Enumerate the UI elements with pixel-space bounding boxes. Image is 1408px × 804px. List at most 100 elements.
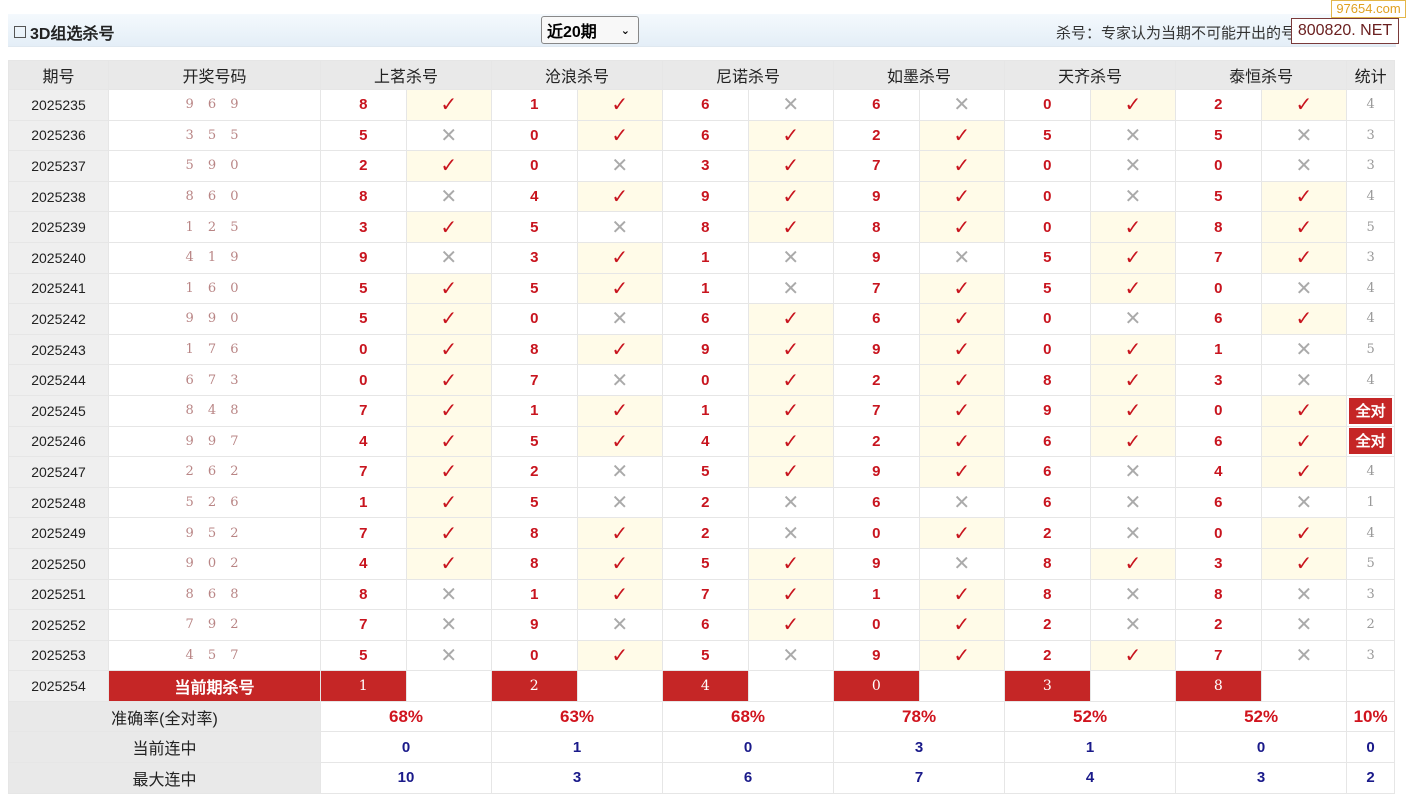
table-row: 2025251 8 6 8 8 ✕ 1 ✓ 7 ✓ 1 ✓ 8 ✕ 8 ✕ 3	[8, 578, 1396, 611]
max-streak-row: 最大连中 10 3 6 7 4 3 2	[8, 762, 1396, 794]
check-icon: ✓	[576, 180, 664, 213]
kill-number-cell: 2	[1004, 609, 1091, 641]
footer-value: 1	[1004, 731, 1177, 764]
draw-number-cell: 8 6 8	[108, 578, 321, 611]
kill-number-cell: 2	[833, 119, 920, 152]
table-row: 2025238 8 6 0 8 ✕ 4 ✓ 9 ✓ 9 ✓ 0 ✕ 5 ✓ 4	[8, 180, 1396, 213]
stat-cell: 全对	[1346, 394, 1396, 427]
kill-number-cell: 1	[662, 241, 749, 274]
check-icon: ✓	[405, 303, 493, 335]
period-cell: 2025246	[8, 425, 109, 458]
kill-number-cell: 7	[320, 394, 407, 427]
stat-cell: 4	[1346, 456, 1396, 488]
kill-number-cell: 8	[833, 211, 920, 243]
current-streak-row: 当前连中 0 1 0 3 1 0 0	[8, 731, 1396, 764]
cross-icon: ✕	[918, 486, 1006, 519]
stat-cell: 5	[1346, 333, 1396, 366]
table-row: 2025240 4 1 9 9 ✕ 3 ✓ 1 ✕ 9 ✕ 5 ✓ 7 ✓ 3	[8, 241, 1396, 274]
kill-number-cell: 7	[1175, 639, 1262, 672]
stat-cell: 3	[1346, 639, 1396, 672]
draw-number-cell: 9 6 9	[108, 89, 321, 121]
check-icon: ✓	[1089, 425, 1177, 458]
draw-number-cell: 3 5 5	[108, 119, 321, 152]
empty-cell	[918, 670, 1006, 702]
period-cell: 2025244	[8, 364, 109, 396]
kill-number-cell: 6	[833, 303, 920, 335]
check-icon: ✓	[1260, 425, 1348, 458]
col-expert: 沧浪杀号	[491, 60, 664, 90]
check-icon: ✓	[747, 150, 835, 182]
kill-number-cell: 5	[662, 639, 749, 672]
empty-cell	[747, 670, 835, 702]
stat-cell: 4	[1346, 364, 1396, 396]
cross-icon: ✕	[1260, 486, 1348, 519]
check-icon: ✓	[1260, 547, 1348, 580]
cross-icon: ✕	[918, 241, 1006, 274]
cross-icon: ✕	[576, 456, 664, 488]
check-icon: ✓	[1089, 272, 1177, 305]
cross-icon: ✕	[1260, 578, 1348, 611]
empty-cell	[1260, 670, 1348, 702]
period-select-value: 近20期	[547, 24, 597, 41]
kill-number-cell: 8	[320, 180, 407, 213]
check-icon: ✓	[405, 150, 493, 182]
page-title: 3D组选杀号	[14, 20, 114, 44]
table-row: 2025242 9 9 0 5 ✓ 0 ✕ 6 ✓ 6 ✓ 0 ✕ 6 ✓ 4	[8, 303, 1396, 335]
watermark-main: 800820. NET	[1291, 18, 1399, 44]
stat-cell: 3	[1346, 119, 1396, 152]
col-draw: 开奖号码	[108, 60, 321, 90]
kill-number-cell: 8	[662, 211, 749, 243]
check-icon: ✓	[576, 578, 664, 611]
cross-icon: ✕	[1089, 517, 1177, 549]
current-period-row: 2025254 当前期杀号 1 2 4 0 3 8	[8, 670, 1396, 702]
cross-icon: ✕	[1089, 486, 1177, 519]
kill-number-cell: 3	[491, 241, 578, 274]
kill-number-cell: 5	[320, 272, 407, 305]
table-row: 2025253 4 5 7 5 ✕ 0 ✓ 5 ✕ 9 ✓ 2 ✓ 7 ✕ 3	[8, 639, 1396, 672]
kill-number-cell: 0	[1175, 150, 1262, 182]
footer-value: 0	[662, 731, 835, 764]
period-select[interactable]: 近20期 ⌄	[541, 16, 639, 44]
check-icon: ✓	[1260, 517, 1348, 549]
footer-value: 3	[491, 762, 664, 794]
cross-icon: ✕	[576, 364, 664, 396]
table-row: 2025250 9 0 2 4 ✓ 8 ✓ 5 ✓ 9 ✕ 8 ✓ 3 ✓ 5	[8, 547, 1396, 580]
table-header: 期号 开奖号码 上茗杀号 沧浪杀号 尼诺杀号 如墨杀号 天齐杀号 泰恒杀号 统计	[8, 60, 1396, 90]
kill-number-cell: 1	[662, 272, 749, 305]
cross-icon: ✕	[405, 639, 493, 672]
stat-cell: 2	[1346, 609, 1396, 641]
kill-number-cell: 0	[491, 119, 578, 152]
kill-number-cell: 5	[1004, 241, 1091, 274]
cross-icon: ✕	[747, 517, 835, 549]
check-icon: ✓	[1260, 241, 1348, 274]
cross-icon: ✕	[1260, 150, 1348, 182]
check-icon: ✓	[576, 272, 664, 305]
kill-number-cell: 0	[1175, 517, 1262, 549]
check-icon: ✓	[405, 89, 493, 121]
kill-number-cell: 7	[662, 578, 749, 611]
period-cell: 2025247	[8, 456, 109, 488]
cross-icon: ✕	[576, 609, 664, 641]
kill-number-cell: 8	[1004, 547, 1091, 580]
check-icon: ✓	[747, 547, 835, 580]
kill-number-cell: 6	[1175, 486, 1262, 519]
kill-number-cell: 1	[320, 486, 407, 519]
kill-number-cell: 6	[833, 89, 920, 121]
footer-value: 52%	[1175, 700, 1348, 733]
draw-number-cell: 8 4 8	[108, 394, 321, 427]
footer-value: 6	[662, 762, 835, 794]
draw-number-cell: 9 5 2	[108, 517, 321, 549]
check-icon: ✓	[576, 517, 664, 549]
period-cell: 2025238	[8, 180, 109, 213]
kill-number-cell: 9	[833, 547, 920, 580]
kill-number-cell: 4	[320, 547, 407, 580]
table-row: 2025244 6 7 3 0 ✓ 7 ✕ 0 ✓ 2 ✓ 8 ✓ 3 ✕ 4	[8, 364, 1396, 396]
period-cell: 2025240	[8, 241, 109, 274]
check-icon: ✓	[918, 578, 1006, 611]
check-icon: ✓	[405, 364, 493, 396]
footer-stat: 10%	[1346, 700, 1396, 733]
cross-icon: ✕	[1260, 119, 1348, 152]
footer-value: 0	[1175, 731, 1348, 764]
kill-number-cell: 1	[662, 394, 749, 427]
period-cell: 2025239	[8, 211, 109, 243]
